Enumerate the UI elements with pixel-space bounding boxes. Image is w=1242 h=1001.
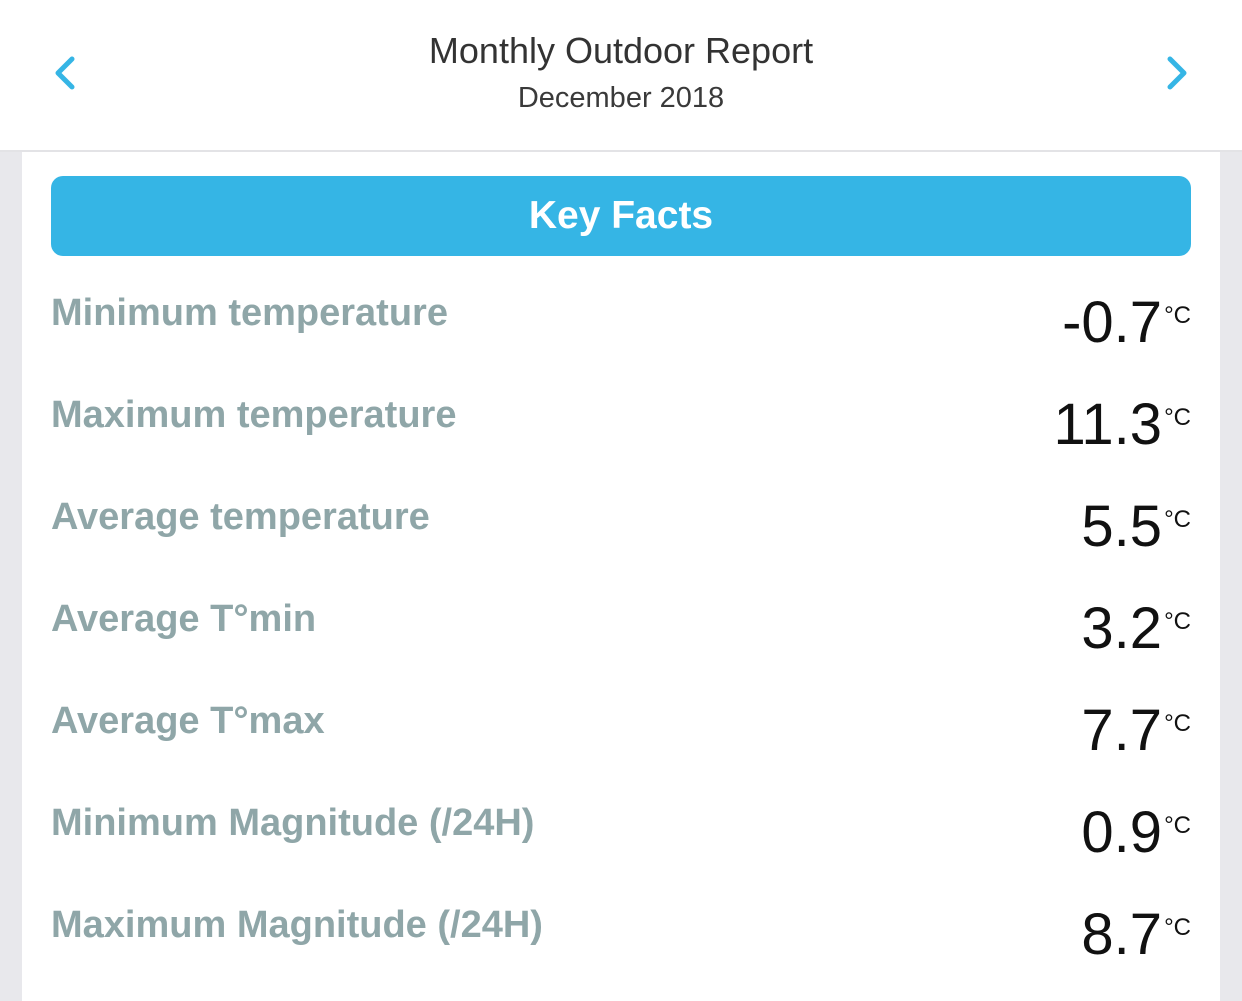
fact-unit: °C xyxy=(1164,710,1191,737)
fact-value: 0.9 °C xyxy=(1081,800,1191,866)
fact-row-maximum-temperature: Maximum temperature 11.3 °C xyxy=(51,378,1191,480)
fact-unit: °C xyxy=(1164,608,1191,635)
fact-label: Maximum Magnitude (/24H) xyxy=(51,904,543,946)
fact-value: 5.5 °C xyxy=(1081,494,1191,560)
fact-row-average-temperature: Average temperature 5.5 °C xyxy=(51,480,1191,582)
fact-value: 8.7 °C xyxy=(1081,902,1191,968)
key-facts-heading: Key Facts xyxy=(51,176,1191,256)
fact-value: 7.7 °C xyxy=(1081,698,1191,764)
fact-number: 11.3 xyxy=(1053,392,1163,457)
fact-row-minimum-magnitude: Minimum Magnitude (/24H) 0.9 °C xyxy=(51,786,1191,888)
fact-row-maximum-magnitude: Maximum Magnitude (/24H) 8.7 °C xyxy=(51,888,1191,990)
fact-unit: °C xyxy=(1164,302,1191,329)
page-title: Monthly Outdoor Report xyxy=(428,30,814,71)
next-month-button[interactable] xyxy=(1152,48,1202,98)
fact-number: 0.9 xyxy=(1081,800,1163,865)
fact-number: 8.7 xyxy=(1081,902,1163,967)
fact-label: Average temperature xyxy=(51,496,430,538)
fact-row-average-tmin: Average T°min 3.2 °C xyxy=(51,582,1191,684)
fact-unit: °C xyxy=(1164,506,1191,533)
fact-value: 3.2 °C xyxy=(1081,596,1191,662)
chevron-left-icon xyxy=(55,56,75,90)
fact-number: -0.7 xyxy=(1062,290,1163,355)
fact-value: 11.3 °C xyxy=(1053,392,1191,458)
fact-row-minimum-temperature: Minimum temperature -0.7 °C xyxy=(51,276,1191,378)
fact-number: 5.5 xyxy=(1081,494,1163,559)
fact-unit: °C xyxy=(1164,914,1191,941)
key-facts-list: Minimum temperature -0.7 °C Maximum temp… xyxy=(51,276,1191,990)
fact-number: 7.7 xyxy=(1081,698,1163,763)
key-facts-card: Key Facts Minimum temperature -0.7 °C Ma… xyxy=(22,152,1220,1001)
fact-label: Average T°max xyxy=(51,700,325,742)
fact-unit: °C xyxy=(1164,404,1191,431)
fact-number: 3.2 xyxy=(1081,596,1163,661)
fact-label: Maximum temperature xyxy=(51,394,457,436)
fact-value: -0.7 °C xyxy=(1062,290,1191,356)
fact-label: Minimum Magnitude (/24H) xyxy=(51,802,535,844)
chevron-right-icon xyxy=(1167,56,1187,90)
fact-label: Minimum temperature xyxy=(51,292,448,334)
fact-unit: °C xyxy=(1164,812,1191,839)
previous-month-button[interactable] xyxy=(40,48,90,98)
report-period: December 2018 xyxy=(517,82,725,114)
report-header: Monthly Outdoor Report December 2018 xyxy=(0,0,1242,152)
fact-label: Average T°min xyxy=(51,598,317,640)
fact-row-average-tmax: Average T°max 7.7 °C xyxy=(51,684,1191,786)
